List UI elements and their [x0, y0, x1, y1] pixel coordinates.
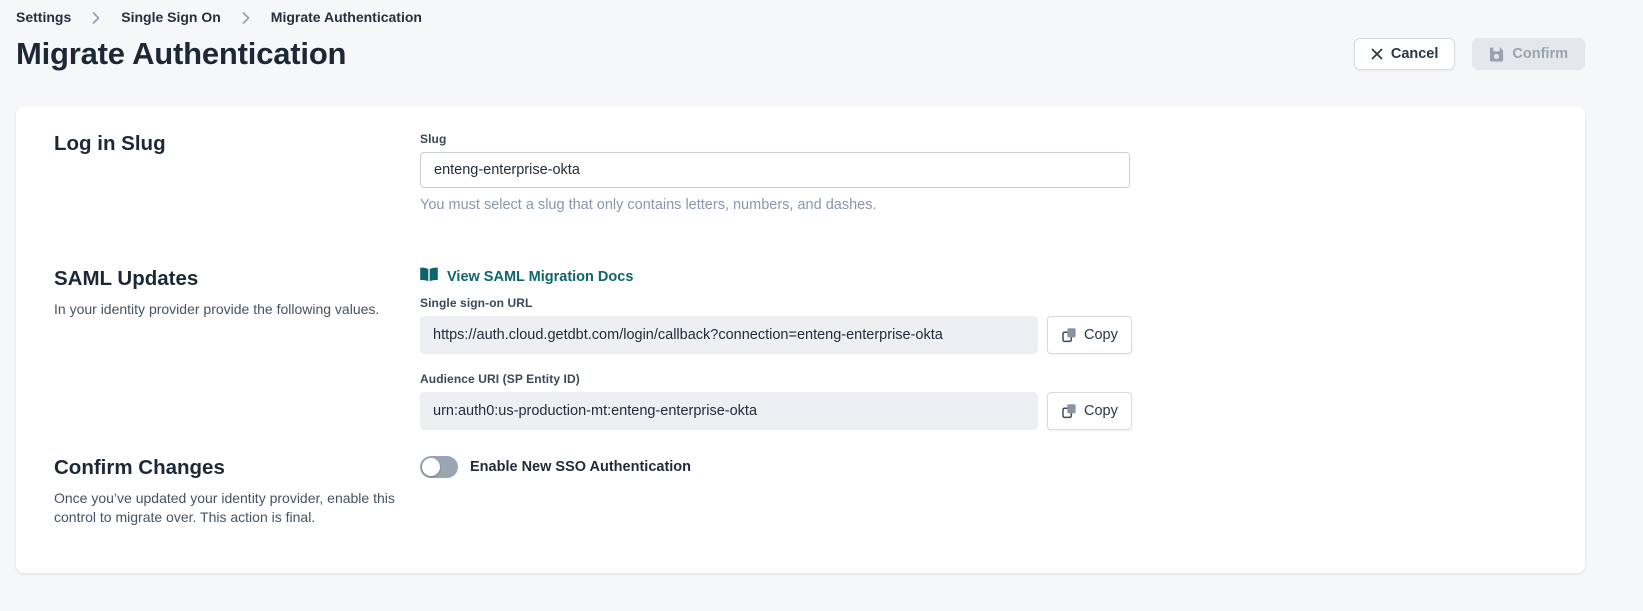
slug-label: Slug [420, 132, 447, 146]
migrate-authentication-page: Settings Single Sign On Migrate Authenti… [16, 7, 1585, 573]
copy-icon [1061, 327, 1077, 343]
page-header: Migrate Authentication Cancel Confirm [16, 36, 1585, 72]
section-title-confirm-changes: Confirm Changes [54, 456, 225, 479]
enable-sso-toggle-label: Enable New SSO Authentication [470, 459, 692, 475]
audience-uri-field[interactable]: urn:auth0:us-production-mt:enteng-enterp… [420, 392, 1038, 430]
slug-input[interactable] [420, 152, 1130, 188]
header-actions: Cancel Confirm [1353, 38, 1585, 70]
chevron-right-icon [242, 11, 250, 24]
settings-card: Log in Slug Slug You must select a slug … [16, 106, 1585, 573]
confirm-button-label: Confirm [1512, 46, 1568, 62]
section-login-slug-info: Log in Slug [54, 132, 420, 213]
enable-sso-toggle[interactable] [420, 456, 458, 478]
copy-button-label: Copy [1084, 327, 1118, 343]
section-title-login-slug: Log in Slug [54, 132, 166, 155]
breadcrumb-settings[interactable]: Settings [16, 9, 72, 25]
sso-url-row: https://auth.cloud.getdbt.com/login/call… [420, 316, 1547, 354]
sso-url-label: Single sign-on URL [420, 296, 533, 310]
section-login-slug: Log in Slug Slug You must select a slug … [54, 132, 1547, 213]
section-saml-updates-fields: View SAML Migration Docs Single sign-on … [420, 267, 1547, 430]
sso-url-field[interactable]: https://auth.cloud.getdbt.com/login/call… [420, 316, 1038, 354]
confirm-changes-description: Once you’ve updated your identity provid… [54, 490, 395, 525]
enable-sso-toggle-row: Enable New SSO Authentication [420, 456, 1547, 478]
section-saml-updates: SAML Updates In your identity provider p… [54, 267, 1547, 430]
chevron-right-icon [92, 11, 100, 24]
save-icon [1489, 46, 1504, 62]
section-login-slug-fields: Slug You must select a slug that only co… [420, 132, 1547, 213]
audience-uri-row: urn:auth0:us-production-mt:enteng-enterp… [420, 392, 1547, 430]
cancel-button-label: Cancel [1390, 46, 1439, 62]
x-icon [1371, 48, 1383, 60]
copy-icon [1061, 403, 1077, 419]
section-saml-updates-info: SAML Updates In your identity provider p… [54, 267, 420, 430]
copy-button-label: Copy [1084, 403, 1118, 419]
page-title: Migrate Authentication [16, 36, 347, 71]
section-confirm-changes: Confirm Changes Once you’ve updated your… [54, 456, 1547, 527]
copy-audience-uri-button[interactable]: Copy [1047, 392, 1132, 430]
book-icon [420, 267, 438, 286]
breadcrumb-migrate-authentication: Migrate Authentication [270, 9, 422, 25]
breadcrumb-single-sign-on[interactable]: Single Sign On [121, 9, 221, 25]
confirm-button[interactable]: Confirm [1472, 38, 1585, 70]
slug-help-text: You must select a slug that only contain… [420, 197, 877, 213]
section-confirm-changes-fields: Enable New SSO Authentication [420, 456, 1547, 527]
toggle-knob [422, 458, 440, 476]
saml-updates-description: In your identity provider provide the fo… [54, 301, 380, 317]
view-saml-migration-docs-link[interactable]: View SAML Migration Docs [420, 267, 633, 286]
audience-uri-label: Audience URI (SP Entity ID) [420, 372, 580, 386]
cancel-button[interactable]: Cancel [1353, 38, 1456, 70]
copy-sso-url-button[interactable]: Copy [1047, 316, 1132, 354]
section-confirm-changes-info: Confirm Changes Once you’ve updated your… [54, 456, 420, 527]
view-saml-migration-docs-label: View SAML Migration Docs [447, 268, 634, 285]
section-title-saml-updates: SAML Updates [54, 267, 199, 290]
breadcrumb: Settings Single Sign On Migrate Authenti… [16, 7, 1585, 27]
